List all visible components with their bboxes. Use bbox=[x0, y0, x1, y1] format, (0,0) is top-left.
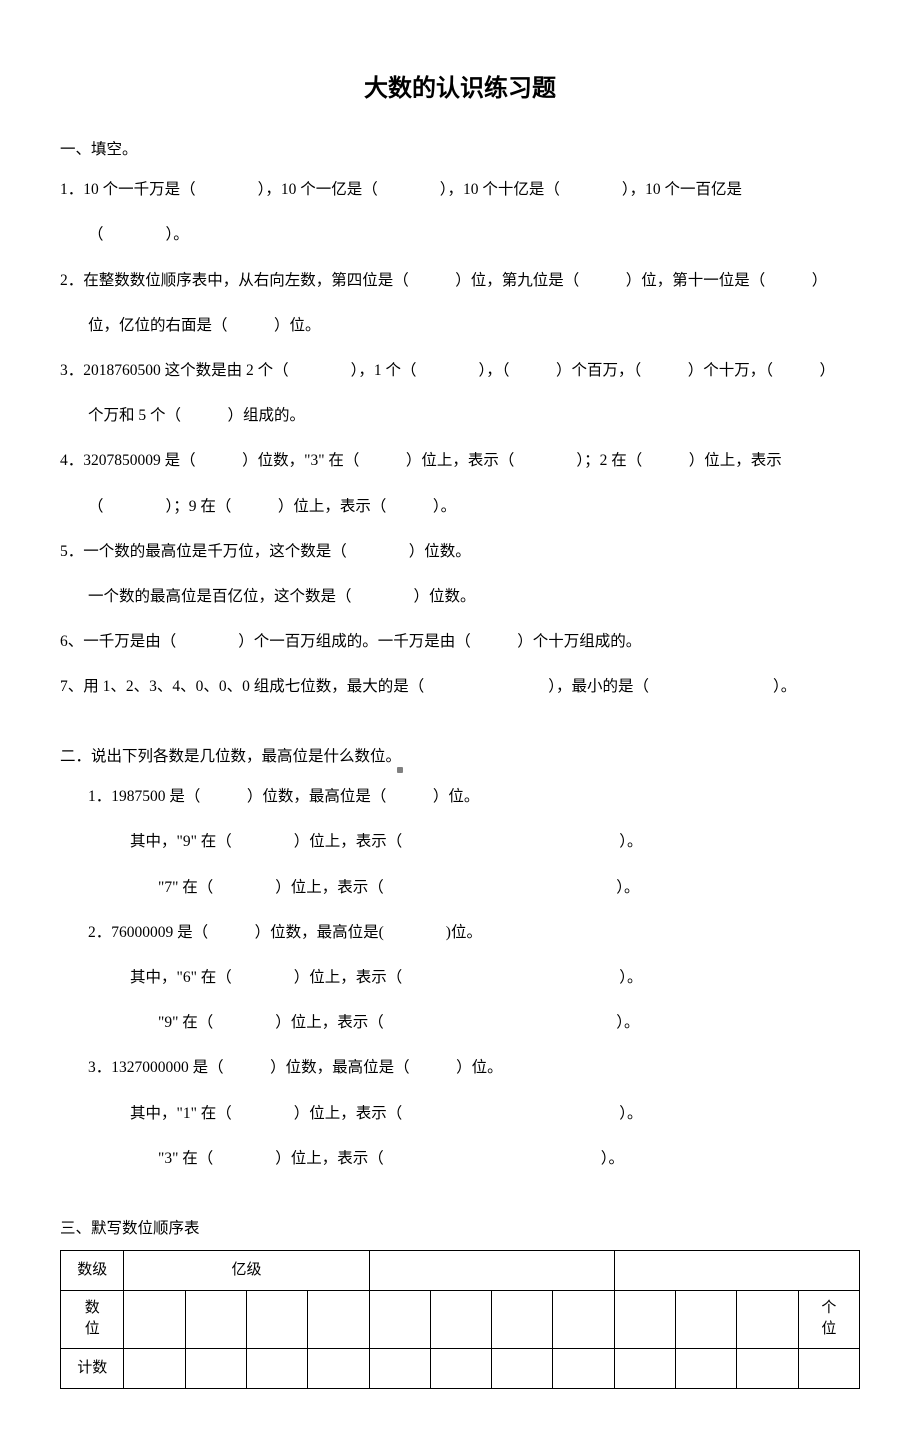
row1-group-empty2 bbox=[614, 1250, 859, 1290]
row3-label: 计数 bbox=[61, 1348, 124, 1388]
q3-line2: 个万和 5 个（ ）组成的。 bbox=[60, 397, 860, 434]
q2-line1: 2．在整数数位顺序表中，从右向左数，第四位是（ ）位，第九位是（ ）位，第十一位… bbox=[60, 262, 860, 299]
cell-empty bbox=[492, 1348, 553, 1388]
cell-empty bbox=[492, 1290, 553, 1348]
q4-line1: 4．3207850009 是（ ）位数，"3" 在（ ）位上，表示（ ）；2 在… bbox=[60, 442, 860, 479]
cell-empty bbox=[185, 1290, 246, 1348]
s2-q3b: "3" 在（ ）位上，表示（ ）。 bbox=[60, 1140, 860, 1177]
q5-line1: 5．一个数的最高位是千万位，这个数是（ ）位数。 bbox=[60, 533, 860, 570]
row1-group-empty1 bbox=[369, 1250, 614, 1290]
place-value-table: 数级 亿级 数位 个位 计数 bbox=[60, 1250, 860, 1389]
cell-empty bbox=[553, 1348, 614, 1388]
q1-line1: 1．10 个一千万是（ ），10 个一亿是（ ），10 个十亿是（ ），10 个… bbox=[60, 171, 860, 208]
section3-heading: 三、默写数位顺序表 bbox=[60, 1217, 860, 1242]
row2-last: 个位 bbox=[798, 1290, 859, 1348]
cell-empty bbox=[308, 1348, 369, 1388]
cell-empty bbox=[737, 1348, 798, 1388]
s2-q2b: "9" 在（ ）位上，表示（ ）。 bbox=[60, 1004, 860, 1041]
cell-empty bbox=[308, 1290, 369, 1348]
section2-heading: 二．说出下列各数是几位数，最高位是什么数位。 bbox=[60, 745, 860, 770]
cell-empty bbox=[369, 1290, 430, 1348]
cell-empty bbox=[185, 1348, 246, 1388]
cell-empty bbox=[247, 1290, 308, 1348]
page-title: 大数的认识练习题 bbox=[60, 70, 860, 108]
s2-q1a: 其中，"9" 在（ ）位上，表示（ ）。 bbox=[60, 823, 860, 860]
cell-empty bbox=[430, 1348, 491, 1388]
s2-q1b: "7" 在（ ）位上，表示（ ）。 bbox=[60, 869, 860, 906]
row2-label: 数位 bbox=[61, 1290, 124, 1348]
s2-q3a: 其中，"1" 在（ ）位上，表示（ ）。 bbox=[60, 1095, 860, 1132]
cell-empty bbox=[369, 1348, 430, 1388]
s2-q2a: 其中，"6" 在（ ）位上，表示（ ）。 bbox=[60, 959, 860, 996]
cell-empty bbox=[553, 1290, 614, 1348]
table-row: 计数 bbox=[61, 1348, 860, 1388]
q7: 7、用 1、2、3、4、0、0、0 组成七位数，最大的是（ ），最小的是（ ）。 bbox=[60, 668, 860, 705]
cell-empty bbox=[247, 1348, 308, 1388]
s2-q1: 1．1987500 是（ ）位数，最高位是（ ）位。 bbox=[60, 778, 860, 815]
section1-heading: 一、填空。 bbox=[60, 138, 860, 163]
cell-empty bbox=[124, 1290, 185, 1348]
s2-q2: 2．76000009 是（ ）位数，最高位是( )位。 bbox=[60, 914, 860, 951]
row1-group-yi: 亿级 bbox=[124, 1250, 369, 1290]
cell-empty bbox=[124, 1348, 185, 1388]
cell-empty bbox=[614, 1348, 675, 1388]
q6: 6、一千万是由（ ）个一百万组成的。一千万是由（ ）个十万组成的。 bbox=[60, 623, 860, 660]
q2-line2: 位，亿位的右面是（ ）位。 bbox=[60, 307, 860, 344]
q3-line1: 3．2018760500 这个数是由 2 个（ ），1 个（ ），（ ）个百万，… bbox=[60, 352, 860, 389]
q4-line2: （ ）；9 在（ ）位上，表示（ ）。 bbox=[60, 488, 860, 525]
row1-label: 数级 bbox=[61, 1250, 124, 1290]
cell-empty bbox=[676, 1348, 737, 1388]
table-row: 数级 亿级 bbox=[61, 1250, 860, 1290]
q1-line2: （ ）。 bbox=[60, 216, 860, 253]
cell-empty bbox=[614, 1290, 675, 1348]
cell-empty bbox=[798, 1348, 859, 1388]
cell-empty bbox=[430, 1290, 491, 1348]
section2-heading-text: 二．说出下列各数是几位数，最高位是什么数位。 bbox=[60, 748, 401, 765]
s2-q3: 3．1327000000 是（ ）位数，最高位是（ ）位。 bbox=[60, 1049, 860, 1086]
cell-empty bbox=[737, 1290, 798, 1348]
q5-line2: 一个数的最高位是百亿位，这个数是（ ）位数。 bbox=[60, 578, 860, 615]
table-row: 数位 个位 bbox=[61, 1290, 860, 1348]
cell-empty bbox=[676, 1290, 737, 1348]
